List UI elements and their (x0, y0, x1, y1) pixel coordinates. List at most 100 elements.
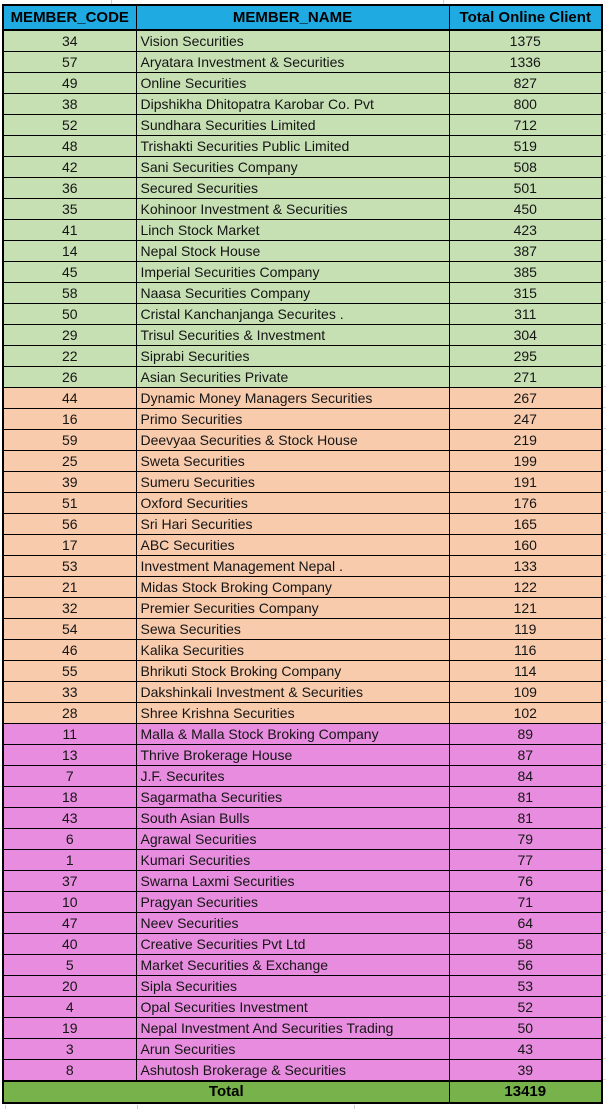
member-name-cell[interactable]: Nepal Stock House (135, 240, 450, 262)
clients-cell[interactable]: 122 (448, 576, 603, 598)
member-code-cell[interactable]: 16 (2, 408, 137, 430)
member-code-cell[interactable]: 17 (2, 534, 137, 556)
clients-cell[interactable]: 56 (448, 954, 603, 976)
clients-cell[interactable]: 109 (448, 681, 603, 703)
member-name-cell[interactable]: Midas Stock Broking Company (135, 576, 450, 598)
clients-cell[interactable]: 58 (448, 933, 603, 955)
member-name-cell[interactable]: Imperial Securities Company (135, 261, 450, 283)
clients-cell[interactable]: 160 (448, 534, 603, 556)
member-name-cell[interactable]: Nepal Investment And Securities Trading (135, 1017, 450, 1039)
member-name-cell[interactable]: Kumari Securities (135, 849, 450, 871)
member-code-cell[interactable]: 52 (2, 114, 137, 136)
clients-cell[interactable]: 77 (448, 849, 603, 871)
member-name-cell[interactable]: Kalika Securities (135, 639, 450, 661)
member-name-cell[interactable]: Dipshikha Dhitopatra Karobar Co. Pvt (135, 93, 450, 115)
member-code-cell[interactable]: 42 (2, 156, 137, 178)
member-code-cell[interactable]: 35 (2, 198, 137, 220)
member-code-cell[interactable]: 57 (2, 51, 137, 73)
clients-cell[interactable]: 800 (448, 93, 603, 115)
clients-cell[interactable]: 304 (448, 324, 603, 346)
clients-cell[interactable]: 199 (448, 450, 603, 472)
member-code-cell[interactable]: 47 (2, 912, 137, 934)
member-name-cell[interactable]: Vision Securities (135, 29, 450, 52)
member-name-cell[interactable]: Secured Securities (135, 177, 450, 199)
member-name-cell[interactable]: Malla & Malla Stock Broking Company (135, 723, 450, 745)
clients-cell[interactable]: 81 (448, 807, 603, 829)
clients-cell[interactable]: 114 (448, 660, 603, 682)
member-name-cell[interactable]: Deevyaa Securities & Stock House (135, 429, 450, 451)
clients-cell[interactable]: 39 (448, 1059, 603, 1082)
member-code-cell[interactable]: 41 (2, 219, 137, 241)
member-code-cell[interactable]: 28 (2, 702, 137, 724)
clients-cell[interactable]: 519 (448, 135, 603, 157)
member-name-cell[interactable]: Sewa Securities (135, 618, 450, 640)
member-code-cell[interactable]: 33 (2, 681, 137, 703)
header-member-code[interactable]: MEMBER_CODE (2, 4, 137, 31)
clients-cell[interactable]: 450 (448, 198, 603, 220)
clients-cell[interactable]: 1336 (448, 51, 603, 73)
member-name-cell[interactable]: Sumeru Securities (135, 471, 450, 493)
clients-cell[interactable]: 43 (448, 1038, 603, 1060)
member-name-cell[interactable]: Sundhara Securities Limited (135, 114, 450, 136)
member-name-cell[interactable]: Online Securities (135, 72, 450, 94)
clients-cell[interactable]: 387 (448, 240, 603, 262)
member-name-cell[interactable]: Linch Stock Market (135, 219, 450, 241)
member-code-cell[interactable]: 48 (2, 135, 137, 157)
clients-cell[interactable]: 87 (448, 744, 603, 766)
member-name-cell[interactable]: Sri Hari Securities (135, 513, 450, 535)
member-code-cell[interactable]: 19 (2, 1017, 137, 1039)
member-code-cell[interactable]: 59 (2, 429, 137, 451)
member-code-cell[interactable]: 3 (2, 1038, 137, 1060)
clients-cell[interactable]: 89 (448, 723, 603, 745)
clients-cell[interactable]: 119 (448, 618, 603, 640)
member-code-cell[interactable]: 7 (2, 765, 137, 787)
clients-cell[interactable]: 53 (448, 975, 603, 997)
member-name-cell[interactable]: Asian Securities Private (135, 366, 450, 388)
member-code-cell[interactable]: 14 (2, 240, 137, 262)
clients-cell[interactable]: 71 (448, 891, 603, 913)
member-code-cell[interactable]: 58 (2, 282, 137, 304)
clients-cell[interactable]: 81 (448, 786, 603, 808)
header-total-online-client[interactable]: Total Online Client (448, 4, 603, 31)
member-code-cell[interactable]: 26 (2, 366, 137, 388)
member-code-cell[interactable]: 29 (2, 324, 137, 346)
member-name-cell[interactable]: Bhrikuti Stock Broking Company (135, 660, 450, 682)
clients-cell[interactable]: 102 (448, 702, 603, 724)
member-code-cell[interactable]: 50 (2, 303, 137, 325)
total-label-cell[interactable]: Total (2, 1080, 450, 1104)
clients-cell[interactable]: 247 (448, 408, 603, 430)
header-member-name[interactable]: MEMBER_NAME (135, 4, 450, 31)
member-code-cell[interactable]: 13 (2, 744, 137, 766)
member-name-cell[interactable]: Swarna Laxmi Securities (135, 870, 450, 892)
member-name-cell[interactable]: Sagarmatha Securities (135, 786, 450, 808)
member-name-cell[interactable]: Siprabi Securities (135, 345, 450, 367)
member-name-cell[interactable]: Sani Securities Company (135, 156, 450, 178)
member-code-cell[interactable]: 46 (2, 639, 137, 661)
member-code-cell[interactable]: 25 (2, 450, 137, 472)
clients-cell[interactable]: 165 (448, 513, 603, 535)
clients-cell[interactable]: 508 (448, 156, 603, 178)
clients-cell[interactable]: 501 (448, 177, 603, 199)
clients-cell[interactable]: 827 (448, 72, 603, 94)
member-code-cell[interactable]: 8 (2, 1059, 137, 1082)
member-name-cell[interactable]: ABC Securities (135, 534, 450, 556)
member-name-cell[interactable]: Sipla Securities (135, 975, 450, 997)
clients-cell[interactable]: 311 (448, 303, 603, 325)
member-code-cell[interactable]: 49 (2, 72, 137, 94)
member-code-cell[interactable]: 1 (2, 849, 137, 871)
member-code-cell[interactable]: 37 (2, 870, 137, 892)
clients-cell[interactable]: 52 (448, 996, 603, 1018)
member-code-cell[interactable]: 36 (2, 177, 137, 199)
member-name-cell[interactable]: Trisul Securities & Investment (135, 324, 450, 346)
total-value-cell[interactable]: 13419 (448, 1080, 603, 1104)
clients-cell[interactable]: 84 (448, 765, 603, 787)
clients-cell[interactable]: 133 (448, 555, 603, 577)
member-name-cell[interactable]: Investment Management Nepal . (135, 555, 450, 577)
clients-cell[interactable]: 267 (448, 387, 603, 409)
clients-cell[interactable]: 423 (448, 219, 603, 241)
member-code-cell[interactable]: 18 (2, 786, 137, 808)
member-name-cell[interactable]: Oxford Securities (135, 492, 450, 514)
member-code-cell[interactable]: 5 (2, 954, 137, 976)
member-code-cell[interactable]: 34 (2, 29, 137, 52)
member-name-cell[interactable]: Sweta Securities (135, 450, 450, 472)
